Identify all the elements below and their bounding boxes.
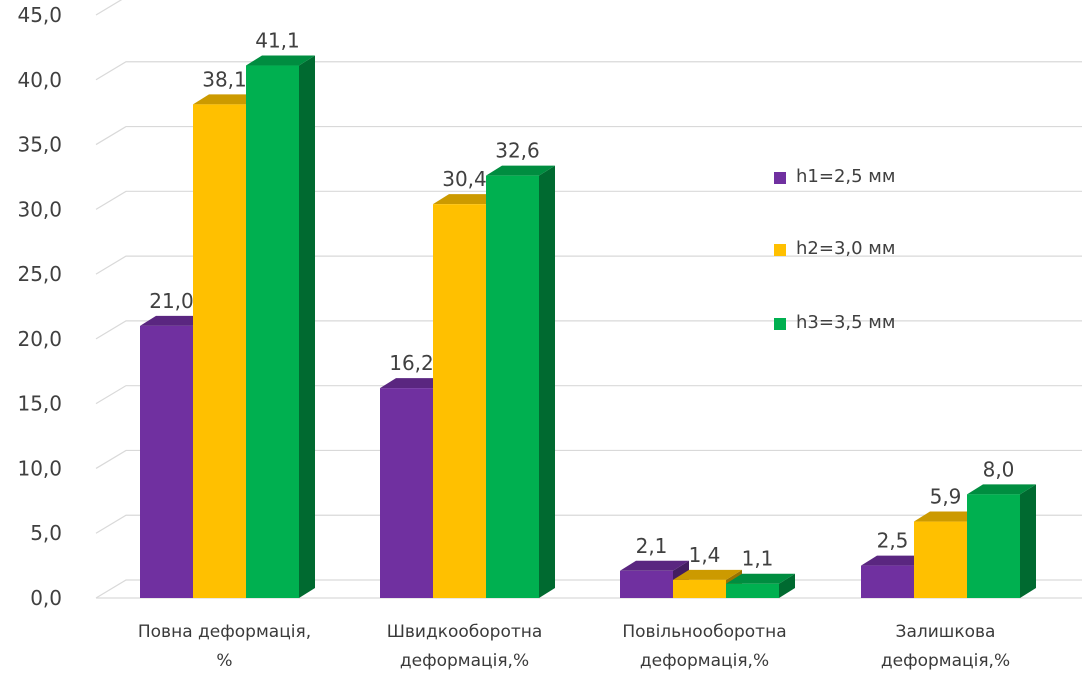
gridline	[95, 449, 1082, 469]
bar	[193, 104, 246, 598]
gridline	[95, 0, 123, 16]
bar	[246, 65, 299, 598]
bar-side	[299, 55, 315, 598]
data-label: 2,1	[636, 534, 668, 558]
bar-side	[539, 165, 555, 598]
bar-top	[914, 511, 983, 522]
bar-top	[861, 555, 930, 566]
data-label: 5,9	[930, 485, 962, 509]
bar-top	[246, 55, 315, 66]
category-label: Швидкооборотна деформація,%	[335, 618, 595, 676]
legend-item-h3: h3=3,5 мм	[774, 312, 974, 336]
bar-top	[673, 569, 742, 580]
bar	[380, 388, 433, 598]
category-label: Повільнооборотна деформація,%	[575, 618, 835, 676]
category-label-line: Швидкооборотна	[386, 622, 543, 642]
legend-swatch-h1	[774, 172, 786, 184]
bar	[673, 579, 726, 598]
y-tick-label: 0,0	[30, 586, 62, 610]
bar	[726, 583, 779, 598]
bar-top	[380, 378, 449, 389]
legend-item-h1: h1=2,5 мм	[774, 166, 974, 190]
data-label: 30,4	[442, 167, 487, 191]
y-tick-label: 20,0	[17, 327, 62, 351]
data-label: 21,0	[149, 289, 194, 313]
bar-top	[140, 315, 209, 326]
category-label-line: Повільнооборотна	[622, 622, 787, 642]
legend-swatch-h3	[774, 318, 786, 330]
y-tick-label: 5,0	[30, 521, 62, 545]
data-label: 16,2	[389, 351, 434, 375]
category-label-line: деформація,%	[639, 651, 770, 671]
y-tick-label: 30,0	[17, 197, 62, 221]
data-label: 41,1	[255, 29, 300, 53]
bar-side	[1020, 484, 1036, 598]
data-label: 32,6	[495, 139, 540, 163]
bar-top	[620, 560, 689, 571]
gridline	[95, 385, 1082, 405]
data-label: 8,0	[983, 457, 1015, 481]
bar	[861, 565, 914, 598]
category-label-line: деформація,%	[399, 651, 530, 671]
bar-top	[193, 94, 262, 105]
gridline	[95, 125, 1082, 146]
legend-label-h2: h2=3,0 мм	[796, 238, 896, 259]
category-label-line: %	[216, 651, 233, 671]
bar	[914, 521, 967, 598]
y-tick-label: 10,0	[17, 456, 62, 480]
y-tick-label: 40,0	[17, 68, 62, 92]
gridline	[95, 190, 1082, 210]
bar-top	[967, 484, 1036, 495]
bar	[433, 204, 486, 598]
category-label: Повна деформація,%	[95, 618, 355, 676]
bar	[620, 570, 673, 598]
data-label: 1,1	[742, 547, 774, 571]
y-tick-label: 15,0	[17, 392, 62, 416]
category-label-line: Залишкова	[895, 622, 996, 642]
category-label-line: Повна деформація,	[137, 622, 312, 642]
bar	[486, 175, 539, 598]
gridline	[95, 61, 1082, 81]
legend-label-h3: h3=3,5 мм	[796, 312, 896, 333]
gridline	[95, 320, 1082, 340]
bar	[140, 325, 193, 598]
data-label: 1,4	[689, 543, 721, 567]
bar-top	[486, 165, 555, 176]
bar	[967, 494, 1020, 598]
legend-label-h1: h1=2,5 мм	[796, 166, 896, 187]
bar-top	[726, 573, 795, 584]
category-label-line: деформація,%	[880, 651, 1011, 671]
legend-item-h2: h2=3,0 мм	[774, 238, 974, 262]
bar-top	[433, 194, 502, 205]
legend-swatch-h2	[774, 244, 786, 256]
category-label: Залишкова деформація,%	[816, 618, 1076, 676]
data-label: 38,1	[202, 67, 247, 91]
data-label: 2,5	[877, 529, 909, 553]
y-tick-label: 25,0	[17, 262, 62, 286]
gridline	[95, 514, 1082, 534]
bar-side	[779, 573, 795, 598]
gridline	[95, 255, 1082, 275]
y-tick-label: 35,0	[17, 133, 62, 157]
y-tick-label: 45,0	[17, 3, 62, 27]
